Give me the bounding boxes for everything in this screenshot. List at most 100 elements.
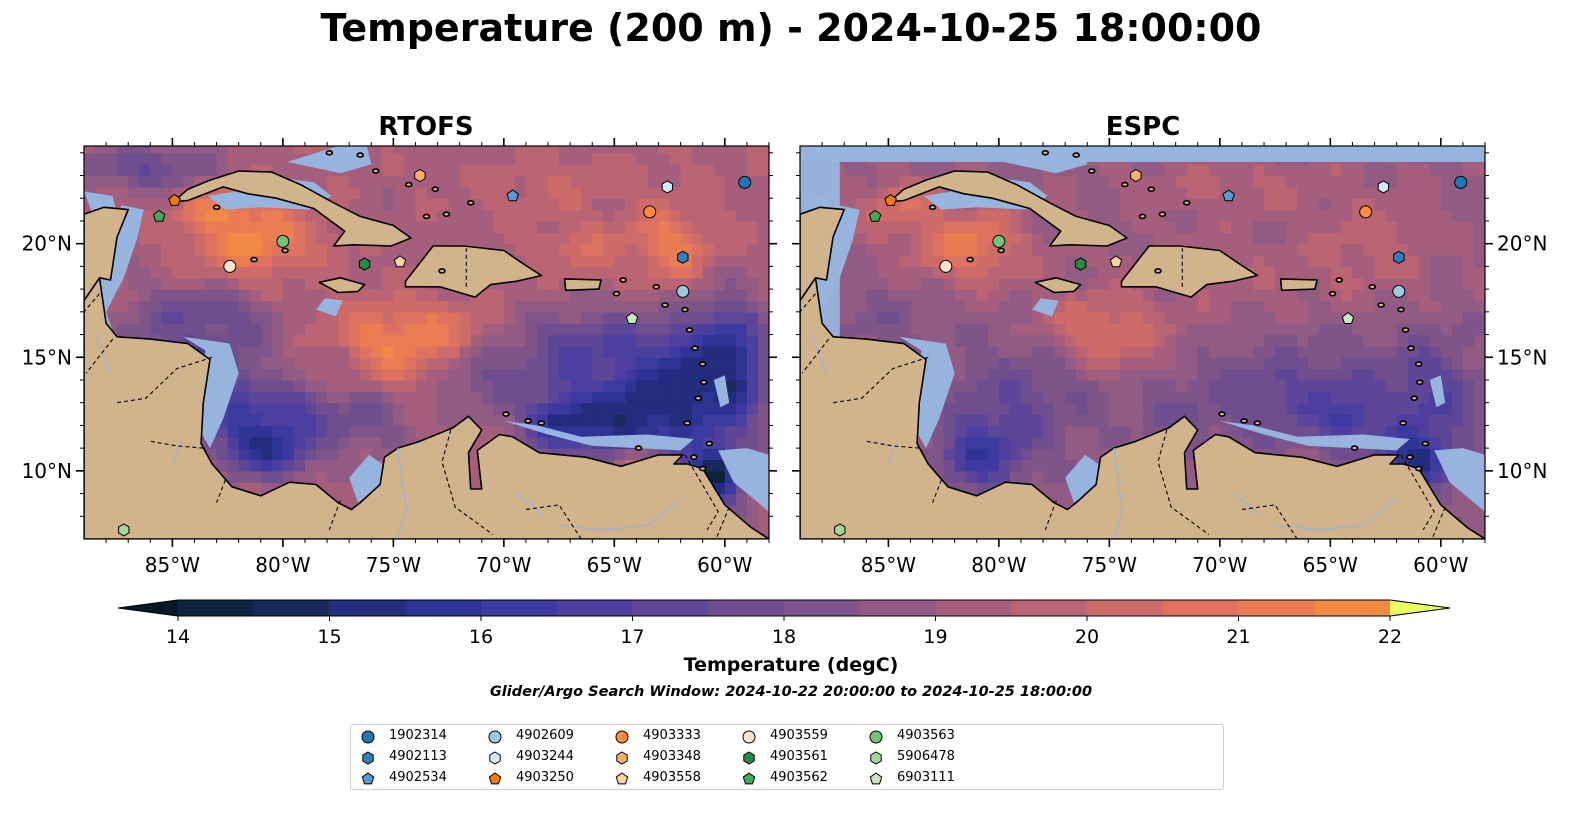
shelf-area [287, 146, 372, 174]
island [699, 379, 708, 386]
shelf-area [713, 375, 730, 408]
colorbar-swatch [708, 600, 785, 616]
island [1335, 277, 1343, 283]
platform-marker-4903558 [393, 255, 407, 268]
colorbar-swatch [481, 600, 558, 616]
platform-marker-4903250 [168, 193, 181, 206]
colorbar-label: Temperature (degC) [683, 654, 899, 676]
island [1240, 418, 1248, 424]
platform-marker-4903333 [1359, 205, 1373, 219]
country-border [866, 440, 920, 449]
island [634, 445, 643, 451]
river [1113, 448, 1124, 539]
panel-title-espc: ESPC [1105, 112, 1181, 142]
island [404, 181, 413, 188]
platform-marker-6903111 [625, 311, 639, 324]
island [698, 465, 707, 472]
land-jamaica [1034, 276, 1082, 294]
river [559, 499, 679, 531]
platform-marker-4902609 [676, 284, 690, 298]
country-border [85, 338, 114, 374]
platform-marker-4903561 [1074, 257, 1087, 271]
colorbar-under-arrow [118, 600, 178, 616]
shelf-area [1003, 146, 1088, 174]
island [661, 302, 669, 308]
island [1397, 306, 1405, 313]
lon-tick-label: 65°W [1303, 553, 1358, 577]
island [685, 327, 694, 333]
colorbar-swatch [1011, 600, 1088, 616]
island [502, 411, 510, 417]
legend-label: 1902314 [389, 728, 447, 743]
colorbar-swatch [253, 600, 331, 616]
island [438, 268, 446, 274]
colorbar-swatch [329, 600, 406, 616]
lat-tick-label: 10°N [22, 459, 72, 483]
island [325, 150, 334, 156]
legend-marker-5906478 [870, 751, 882, 765]
colorbar-tick-label: 18 [772, 626, 796, 648]
lon-tick-label: 75°W [366, 553, 421, 577]
platform-marker-5906478 [834, 523, 846, 537]
platform-marker-4903563 [276, 234, 290, 248]
island [1414, 361, 1423, 367]
lon-tick-label: 70°W [476, 553, 531, 577]
island [1421, 440, 1430, 447]
land-yucatan [800, 206, 846, 302]
island [698, 361, 707, 367]
legend-marker-4902534 [361, 772, 375, 785]
platform-marker-4903563 [992, 234, 1006, 248]
land-yucatan [84, 206, 129, 302]
island [356, 152, 365, 158]
platform-marker-4903250 [884, 193, 897, 206]
shelf-area [1219, 420, 1410, 451]
colorbar-swatch [859, 600, 937, 616]
island [683, 420, 692, 426]
island [1087, 168, 1096, 174]
island [1410, 395, 1419, 402]
island [281, 247, 289, 254]
panel-title-rtofs: RTOFS [378, 112, 474, 142]
country-border [117, 356, 213, 404]
map-frame [83, 145, 770, 540]
legend-marker-1902314 [361, 730, 375, 744]
legend-marker-4903333 [615, 730, 629, 744]
island [1401, 327, 1410, 333]
platform-marker-4902113 [677, 250, 689, 264]
map-panel-espc: 85°W 80°W 75°W 70°W 65°W 60°W 10°N 15°N 20°N [792, 138, 1547, 577]
country-border [84, 293, 100, 313]
platform-marker-4902534 [506, 189, 519, 202]
country-border [1044, 500, 1057, 531]
colorbar-tick-label: 20 [1075, 626, 1099, 648]
lon-tick-label: 60°W [1413, 553, 1468, 577]
platform-marker-4903348 [414, 168, 426, 183]
land-cuba [172, 170, 412, 247]
river [171, 441, 182, 465]
colorbar-swatch [178, 600, 255, 616]
land-puerto-rico [1279, 278, 1318, 292]
platform-marker-4903562 [152, 209, 166, 222]
legend-label: 4903563 [897, 728, 955, 743]
island [1328, 290, 1337, 297]
platform-marker-4903561 [358, 257, 371, 271]
island [966, 256, 974, 263]
river [1275, 499, 1395, 531]
land-central-america [800, 276, 1485, 539]
legend-label: 4903561 [770, 749, 828, 764]
legend-label: 4903244 [516, 749, 574, 764]
island [1072, 152, 1080, 158]
legend-marker-6903111 [869, 772, 883, 785]
legend-label: 6903111 [897, 770, 955, 785]
colorbar-tick-label: 15 [317, 626, 341, 648]
country-border [1157, 429, 1210, 535]
island [1182, 200, 1191, 206]
lat-tick-label: 20°N [1497, 232, 1547, 256]
country-border [801, 338, 830, 374]
shelf-area [316, 298, 343, 317]
island [1138, 213, 1147, 220]
platform-marker-4902113 [1393, 250, 1405, 264]
lon-tick-label: 75°W [1082, 553, 1137, 577]
legend-marker-4903561 [743, 751, 755, 765]
country-border [1431, 506, 1446, 539]
legend-marker-4903348 [616, 751, 628, 765]
